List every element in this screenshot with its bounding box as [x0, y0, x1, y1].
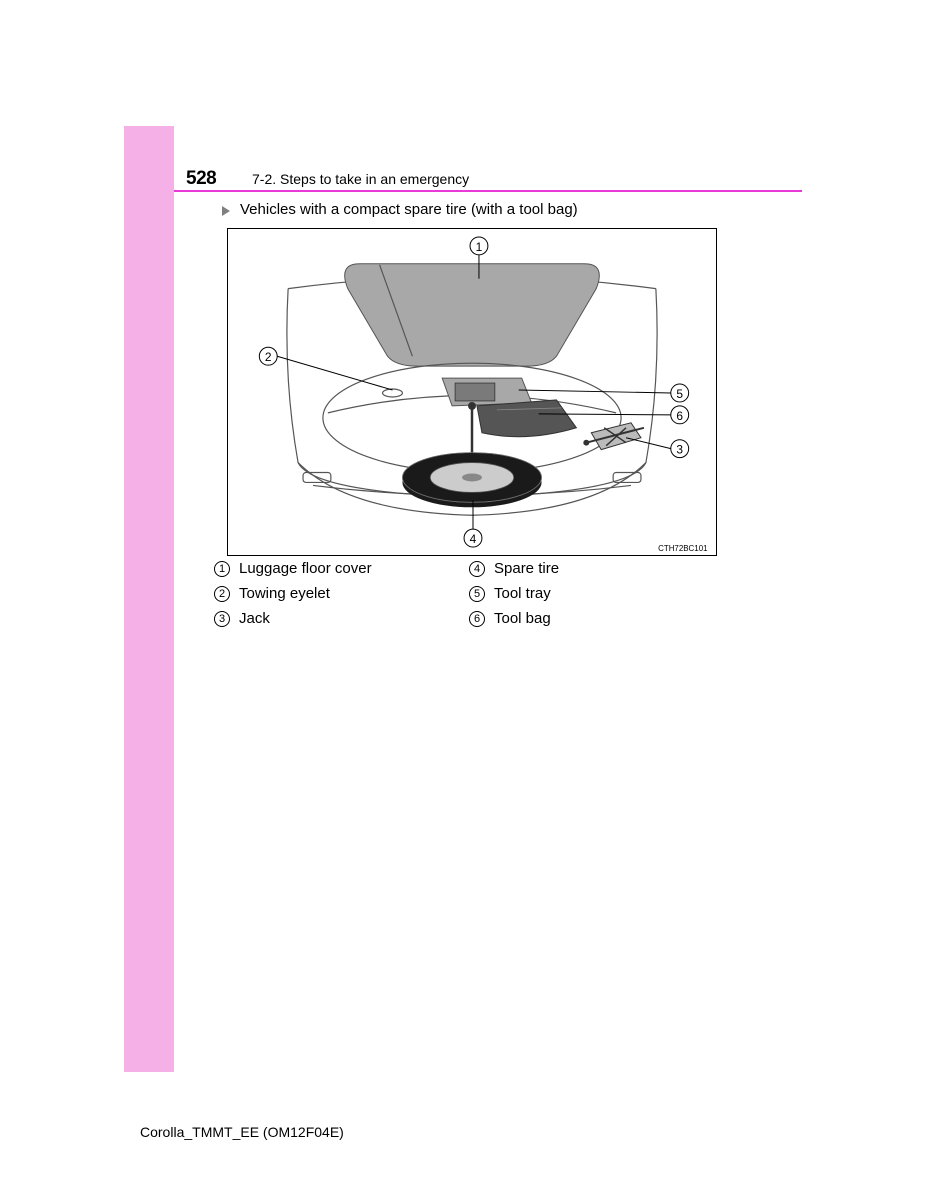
callout-2: 2 — [265, 350, 272, 364]
legend-num: 2 — [214, 586, 230, 602]
legend-item: 4 Spare tire — [469, 560, 724, 577]
legend-label: Tool tray — [494, 585, 551, 602]
legend-item: 2 Towing eyelet — [214, 585, 469, 602]
trunk-diagram: 1 2 3 4 5 6 CTH72BC101 — [228, 229, 716, 555]
legend-label: Towing eyelet — [239, 585, 330, 602]
callout-1: 1 — [476, 240, 483, 254]
page-number: 528 — [186, 168, 216, 190]
image-code: CTH72BC101 — [658, 544, 708, 553]
legend-label: Tool bag — [494, 610, 551, 627]
triangle-bullet-icon — [222, 206, 230, 216]
tool-bag-shape — [477, 400, 576, 437]
legend-num: 5 — [469, 586, 485, 602]
legend-item: 6 Tool bag — [469, 610, 724, 627]
callout-4: 4 — [470, 532, 477, 546]
diagram-container: 1 2 3 4 5 6 CTH72BC101 — [227, 228, 717, 556]
legend-item: 5 Tool tray — [469, 585, 724, 602]
callout-5: 5 — [676, 387, 683, 401]
legend-num: 3 — [214, 611, 230, 627]
sidebar-tab — [124, 126, 174, 1072]
legend-num: 1 — [214, 561, 230, 577]
callout-3: 3 — [676, 443, 683, 457]
jack-shape — [583, 423, 644, 450]
footer-text: Corolla_TMMT_EE (OM12F04E) — [140, 1124, 344, 1140]
legend-label: Spare tire — [494, 560, 559, 577]
subtitle: Vehicles with a compact spare tire (with… — [240, 201, 578, 218]
legend: 1 Luggage floor cover 4 Spare tire 2 Tow… — [214, 560, 724, 635]
legend-item: 1 Luggage floor cover — [214, 560, 469, 577]
legend-label: Jack — [239, 610, 270, 627]
legend-num: 6 — [469, 611, 485, 627]
legend-num: 4 — [469, 561, 485, 577]
legend-label: Luggage floor cover — [239, 560, 372, 577]
callout-6: 6 — [676, 409, 683, 423]
legend-item: 3 Jack — [214, 610, 469, 627]
section-title: 7-2. Steps to take in an emergency — [252, 171, 469, 187]
